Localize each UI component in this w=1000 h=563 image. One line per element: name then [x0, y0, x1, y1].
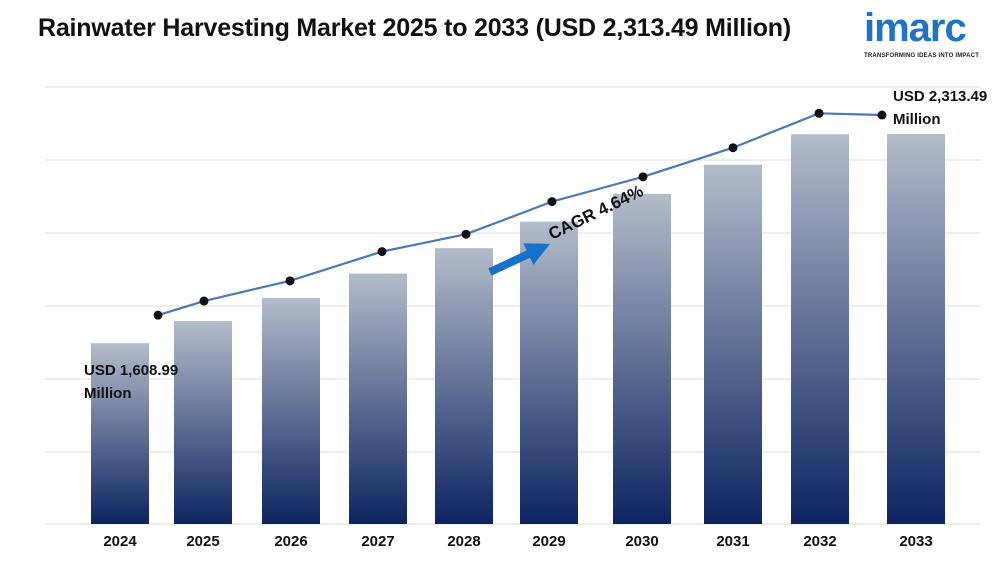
end-unit-label: Million: [893, 111, 941, 128]
trend-marker-2032: [814, 108, 824, 118]
trend-marker-2029: [547, 197, 557, 207]
trend-marker-2033: [877, 110, 887, 120]
x-tick-label: 2031: [716, 533, 749, 550]
x-tick-label: 2033: [899, 533, 932, 550]
trend-marker-2024: [153, 310, 163, 320]
start-value-label: USD 1,608.99: [84, 362, 178, 379]
bar-2026: [262, 297, 320, 524]
bar-2025: [174, 321, 232, 524]
bar-2027: [349, 273, 407, 524]
x-tick-label: 2029: [532, 533, 565, 550]
bar-2028: [435, 248, 493, 525]
x-tick-label: 2027: [361, 533, 394, 550]
trend-line-path: [157, 112, 883, 317]
trend-marker-2027: [377, 247, 387, 257]
bar-2031: [704, 164, 762, 524]
bar-2032: [791, 134, 849, 524]
trend-marker-2028: [461, 229, 471, 239]
logo-tagline: TRANSFORMING IDEAS INTO IMPACT: [864, 53, 980, 59]
imarc-logo: imarc TRANSFORMING IDEAS INTO IMPACT: [864, 6, 982, 66]
bar-2030: [613, 193, 671, 525]
logo-wordmark: imarc: [864, 6, 967, 50]
x-tick-label: 2026: [274, 533, 307, 550]
bar-2029: [520, 221, 578, 524]
trend-marker-2025: [199, 296, 209, 306]
chart-title: Rainwater Harvesting Market 2025 to 2033…: [38, 14, 791, 42]
x-tick-label: 2032: [803, 533, 836, 550]
cagr-arrow-icon: [488, 243, 551, 276]
bar-2033: [887, 134, 945, 524]
x-tick-label: 2025: [186, 533, 219, 550]
trend-marker-2026: [285, 276, 295, 286]
trend-marker-2030: [638, 172, 648, 182]
start-unit-label: Million: [84, 385, 132, 402]
bars: [91, 134, 945, 525]
bar-2024: [91, 343, 149, 524]
end-value-label: USD 2,313.49: [893, 88, 987, 105]
trend-marker-2031: [728, 143, 738, 153]
x-tick-label: 2030: [625, 533, 658, 550]
trend-line: [153, 108, 887, 320]
x-tick-label: 2028: [447, 533, 480, 550]
x-tick-label: 2024: [103, 533, 137, 550]
